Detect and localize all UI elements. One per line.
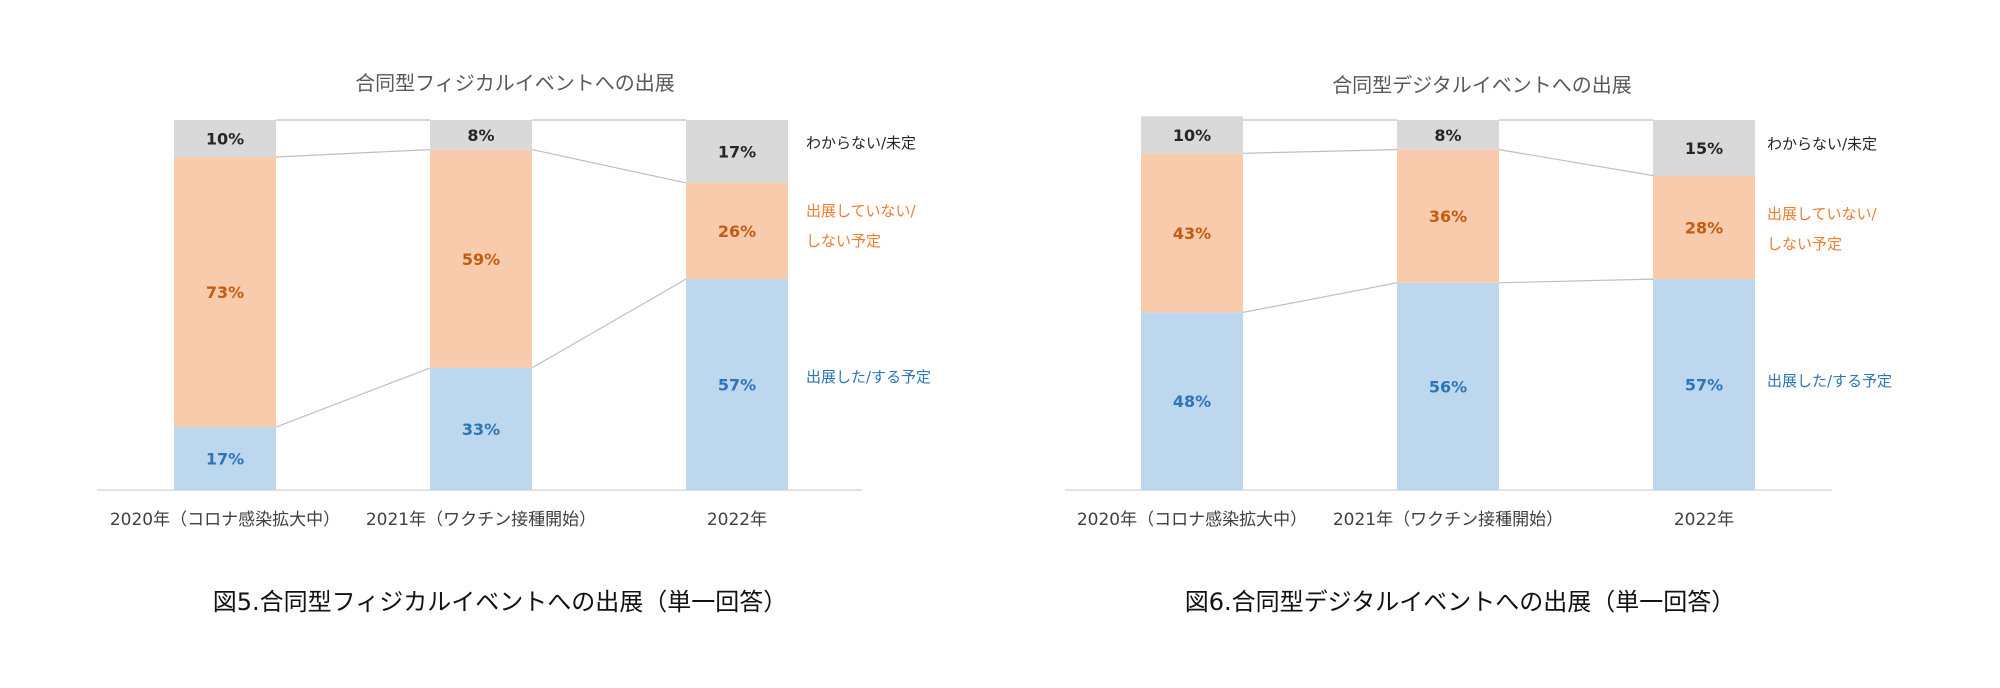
series-line-exhibit bbox=[1498, 278, 1654, 284]
legend-label-unknown: わからない/未定 bbox=[806, 134, 916, 152]
x-tick-label: 2021年（ワクチン接種開始） bbox=[366, 510, 596, 530]
series-line-not_exhibit bbox=[1242, 149, 1398, 154]
bar-segment-exhibit bbox=[430, 367, 532, 490]
bar-segment-not_exhibit bbox=[1397, 149, 1499, 283]
figure-5-caption: 図5.合同型フィジカルイベントへの出展（単一回答） bbox=[212, 588, 788, 616]
series-line-not_exhibit bbox=[1498, 149, 1654, 177]
data-label-exhibit: 57% bbox=[718, 376, 756, 395]
legend-label-not_exhibit: しない予定 bbox=[806, 232, 881, 250]
bar-segment-unknown bbox=[1397, 120, 1499, 150]
chart-title: 合同型デジタルイベントへの出展 bbox=[1332, 73, 1632, 97]
data-label-unknown: 10% bbox=[206, 130, 244, 149]
legend-label-not_exhibit: 出展していない/ bbox=[806, 202, 917, 220]
bar-segment-unknown bbox=[1653, 120, 1755, 176]
data-label-not_exhibit: 26% bbox=[718, 222, 756, 241]
x-tick-label: 2020年（コロナ感染拡大中） bbox=[1077, 510, 1307, 530]
data-label-unknown: 17% bbox=[718, 142, 756, 161]
data-label-not_exhibit: 43% bbox=[1173, 224, 1211, 243]
bar-segment-not_exhibit bbox=[430, 149, 532, 368]
legend-label-exhibit: 出展した/する予定 bbox=[1767, 372, 1892, 390]
bar-segment-unknown bbox=[686, 120, 788, 183]
x-tick-label: 2022年 bbox=[1674, 510, 1734, 530]
series-line-exhibit bbox=[531, 278, 687, 369]
x-tick-label: 2021年（ワクチン接種開始） bbox=[1333, 510, 1563, 530]
x-tick-label: 2020年（コロナ感染拡大中） bbox=[110, 510, 340, 530]
legend-label-exhibit: 出展した/する予定 bbox=[806, 368, 931, 386]
bar-segment-not_exhibit bbox=[686, 182, 788, 280]
bar-segment-exhibit bbox=[1397, 282, 1499, 490]
figure-6-caption: 図6.合同型デジタルイベントへの出展（単一回答） bbox=[1184, 588, 1736, 616]
bar-segment-exhibit bbox=[1653, 279, 1755, 490]
bar-segment-not_exhibit bbox=[1141, 153, 1243, 313]
chart-title: 合同型フィジカルイベントへの出展 bbox=[355, 71, 675, 95]
series-line-not_exhibit bbox=[275, 149, 431, 158]
bar-segment-unknown bbox=[174, 120, 276, 157]
bar-segment-exhibit bbox=[174, 427, 276, 490]
bar-segment-unknown bbox=[1141, 116, 1243, 154]
data-label-unknown: 8% bbox=[1434, 126, 1461, 145]
data-label-exhibit: 56% bbox=[1429, 377, 1467, 396]
data-label-exhibit: 48% bbox=[1173, 392, 1211, 411]
legend-label-unknown: わからない/未定 bbox=[1767, 135, 1877, 153]
legend-label-not_exhibit: しない予定 bbox=[1767, 235, 1842, 253]
legend-label-not_exhibit: 出展していない/ bbox=[1767, 205, 1878, 223]
bar-segment-unknown bbox=[430, 120, 532, 150]
data-label-unknown: 8% bbox=[467, 126, 494, 145]
data-label-unknown: 10% bbox=[1173, 126, 1211, 145]
data-label-exhibit: 33% bbox=[462, 420, 500, 439]
data-label-unknown: 15% bbox=[1685, 139, 1723, 158]
data-label-exhibit: 57% bbox=[1685, 376, 1723, 395]
series-line-exhibit bbox=[1242, 282, 1398, 313]
bar-segment-not_exhibit bbox=[174, 157, 276, 428]
data-label-not_exhibit: 28% bbox=[1685, 218, 1723, 237]
bar-segment-exhibit bbox=[686, 279, 788, 490]
bar-segment-not_exhibit bbox=[1653, 175, 1755, 280]
x-tick-label: 2022年 bbox=[707, 510, 767, 530]
data-label-not_exhibit: 36% bbox=[1429, 207, 1467, 226]
data-label-not_exhibit: 59% bbox=[462, 250, 500, 269]
series-line-not_exhibit bbox=[531, 149, 687, 184]
data-label-exhibit: 17% bbox=[206, 450, 244, 469]
data-label-not_exhibit: 73% bbox=[206, 283, 244, 302]
series-line-exhibit bbox=[275, 367, 431, 428]
bar-segment-exhibit bbox=[1141, 312, 1243, 490]
